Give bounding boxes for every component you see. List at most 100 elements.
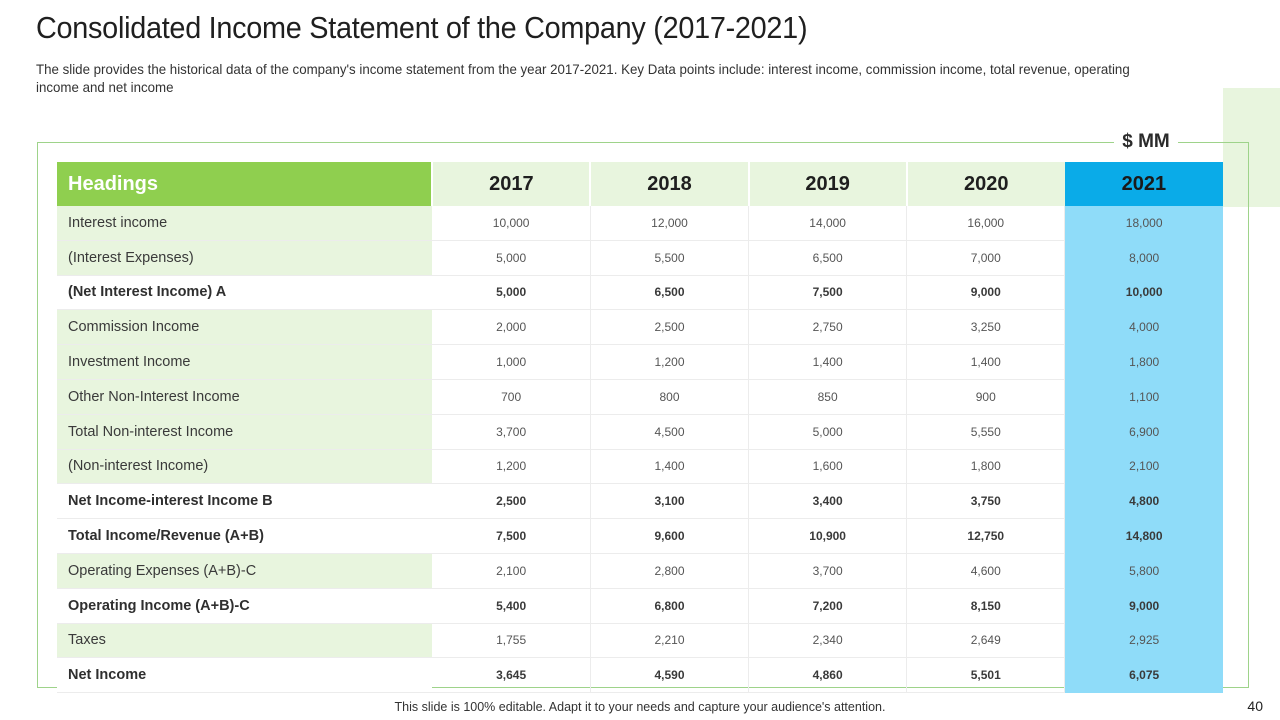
value-cell-2021: 8,000 <box>1064 240 1223 276</box>
value-cell-2019: 3,400 <box>748 483 908 520</box>
value-cell-2017: 1,200 <box>432 449 591 485</box>
value-cell-2020: 2,649 <box>906 623 1066 659</box>
table-row: Net Income 3,645 4,590 4,860 5,501 6,075 <box>57 657 1223 694</box>
value-cell-2018: 3,100 <box>590 483 750 520</box>
table-header-row: Headings 2017 2018 2019 2020 2021 <box>57 162 1223 206</box>
value-cell-2019: 6,500 <box>748 240 908 276</box>
value-cell-2017: 5,000 <box>432 240 591 276</box>
value-cell-2019: 1,400 <box>748 344 908 380</box>
value-cell-2021: 4,800 <box>1064 483 1223 520</box>
value-cell-2021: 6,900 <box>1064 414 1223 450</box>
value-cell-2018: 6,500 <box>590 275 750 311</box>
value-cell-2020: 3,750 <box>906 483 1066 520</box>
row-label: Net Income-interest Income B <box>57 483 433 520</box>
value-cell-2021: 14,800 <box>1064 518 1223 554</box>
value-cell-2019: 10,900 <box>748 518 908 554</box>
value-cell-2017: 3,700 <box>432 414 591 450</box>
footer-note: This slide is 100% editable. Adapt it to… <box>394 700 886 714</box>
row-label: Other Non-Interest Income <box>57 379 433 415</box>
row-label: (Net Interest Income) A <box>57 275 433 311</box>
value-cell-2018: 6,800 <box>590 588 750 624</box>
table-row: (Non-interest Income) 1,200 1,400 1,600 1,80… <box>57 449 1223 485</box>
value-cell-2020: 7,000 <box>906 240 1066 276</box>
headings-header: Headings <box>57 162 434 206</box>
value-cell-2018: 800 <box>590 379 750 415</box>
row-label: (Interest Expenses) <box>57 240 433 276</box>
year-header-2021: 2021 <box>1064 162 1223 206</box>
decorative-corner-box <box>1223 88 1280 207</box>
value-cell-2019: 2,750 <box>748 309 908 346</box>
value-cell-2019: 5,000 <box>748 414 908 450</box>
row-label: Taxes <box>57 623 433 659</box>
value-cell-2018: 2,800 <box>590 553 750 589</box>
value-cell-2021: 4,000 <box>1064 309 1223 346</box>
value-cell-2019: 850 <box>748 379 908 415</box>
value-cell-2018: 4,500 <box>590 414 750 450</box>
value-cell-2017: 1,755 <box>432 623 591 659</box>
value-cell-2020: 12,750 <box>906 518 1066 554</box>
row-label: (Non-interest Income) <box>57 449 433 485</box>
row-label: Operating Income (A+B)-C <box>57 588 433 624</box>
value-cell-2021: 5,800 <box>1064 553 1223 589</box>
value-cell-2021: 18,000 <box>1064 206 1223 241</box>
value-cell-2021: 9,000 <box>1064 588 1223 624</box>
value-cell-2020: 4,600 <box>906 553 1066 589</box>
slide-title: Consolidated Income Statement of the Com… <box>36 10 808 45</box>
table-row: Total Non-interest Income 3,700 4,500 5,000… <box>57 414 1223 450</box>
value-cell-2018: 9,600 <box>590 518 750 554</box>
table-row: (Net Interest Income) A 5,000 6,500 7,500 9,… <box>57 275 1223 311</box>
value-cell-2020: 16,000 <box>906 206 1066 241</box>
table-row: Commission Income 2,000 2,500 2,750 3,250 4,0… <box>57 309 1223 346</box>
value-cell-2019: 7,500 <box>748 275 908 311</box>
table-row: Investment Income 1,000 1,200 1,400 1,400 1,8… <box>57 344 1223 380</box>
value-cell-2017: 2,500 <box>432 483 591 520</box>
table-row: Interest income 10,000 12,000 14,000 16,000 1… <box>57 206 1223 241</box>
value-cell-2017: 1,000 <box>432 344 591 380</box>
value-cell-2017: 5,000 <box>432 275 591 311</box>
table-row: Operating Expenses (A+B)-C 2,100 2,800 3,70… <box>57 553 1223 589</box>
value-cell-2019: 2,340 <box>748 623 908 659</box>
value-cell-2020: 900 <box>906 379 1066 415</box>
value-cell-2017: 2,100 <box>432 553 591 589</box>
value-cell-2019: 4,860 <box>748 657 908 694</box>
value-cell-2018: 12,000 <box>590 206 750 241</box>
value-cell-2019: 3,700 <box>748 553 908 589</box>
row-label: Total Non-interest Income <box>57 414 433 450</box>
unit-label: $ MM <box>1114 130 1178 154</box>
year-header-2020: 2020 <box>906 162 1065 206</box>
year-header-2017: 2017 <box>432 162 592 206</box>
income-statement-table: Headings 2017 2018 2019 2020 2021 Intere… <box>57 162 1223 694</box>
value-cell-2019: 7,200 <box>748 588 908 624</box>
table-row: Taxes 1,755 2,210 2,340 2,649 2,925 <box>57 623 1223 659</box>
row-label: Commission Income <box>57 309 433 346</box>
row-label: Net Income <box>57 657 433 694</box>
value-cell-2017: 5,400 <box>432 588 591 624</box>
value-cell-2017: 7,500 <box>432 518 591 554</box>
value-cell-2017: 2,000 <box>432 309 591 346</box>
value-cell-2019: 14,000 <box>748 206 908 241</box>
table-row: Total Income/Revenue (A+B) 7,500 9,600 10,9… <box>57 518 1223 554</box>
value-cell-2020: 8,150 <box>906 588 1066 624</box>
year-header-2019: 2019 <box>748 162 908 206</box>
table-row: Operating Income (A+B)-C 5,400 6,800 7,200 8… <box>57 588 1223 624</box>
value-cell-2020: 9,000 <box>906 275 1066 311</box>
value-cell-2021: 1,100 <box>1064 379 1223 415</box>
value-cell-2017: 700 <box>432 379 591 415</box>
value-cell-2020: 5,501 <box>906 657 1066 694</box>
slide-subtitle: The slide provides the historical data o… <box>36 61 1130 95</box>
year-header-2018: 2018 <box>590 162 750 206</box>
value-cell-2021: 2,100 <box>1064 449 1223 485</box>
value-cell-2018: 4,590 <box>590 657 750 694</box>
value-cell-2021: 6,075 <box>1064 657 1223 694</box>
value-cell-2020: 5,550 <box>906 414 1066 450</box>
table-row: (Interest Expenses) 5,000 5,500 6,500 7,000 8… <box>57 240 1223 276</box>
value-cell-2018: 1,400 <box>590 449 750 485</box>
table-row: Other Non-Interest Income 700 800 850 900 1,1… <box>57 379 1223 415</box>
value-cell-2019: 1,600 <box>748 449 908 485</box>
value-cell-2020: 3,250 <box>906 309 1066 346</box>
row-label: Investment Income <box>57 344 433 380</box>
value-cell-2021: 1,800 <box>1064 344 1223 380</box>
value-cell-2017: 10,000 <box>432 206 591 241</box>
page-number: 40 <box>1247 698 1263 714</box>
value-cell-2021: 2,925 <box>1064 623 1223 659</box>
